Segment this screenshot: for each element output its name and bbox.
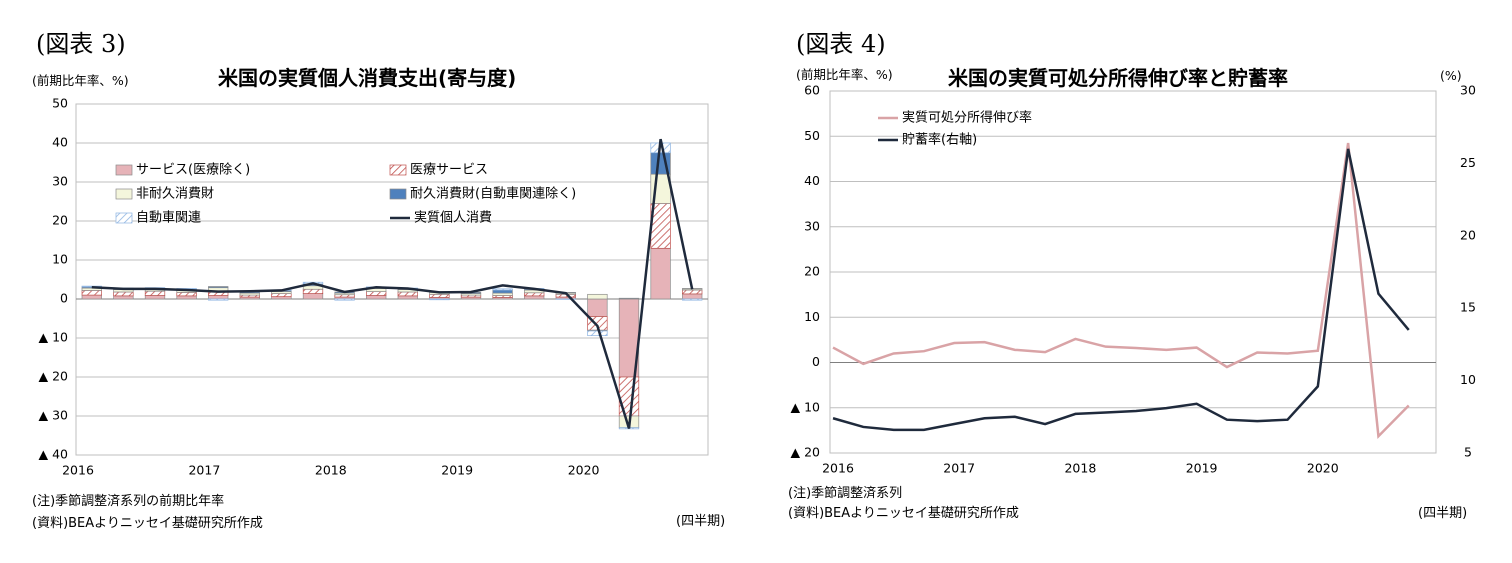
y-tick-label: 30 <box>804 218 820 233</box>
y-tick-label: 40 <box>52 135 68 150</box>
y-tick-label: 50 <box>804 128 820 143</box>
x-tick-label: 2017 <box>943 461 975 476</box>
legend-item: 非耐久消費財 <box>136 187 214 202</box>
fig3-note: (注)季節調整済系列の前期比年率 <box>32 494 225 509</box>
y-tick-label: ▲ 40 <box>39 447 69 462</box>
legend-item: サービス(医療除く) <box>136 163 250 178</box>
fig4-chart: 60 50 40 30 20 10 0 ▲ 10 ▲ 20 30 25 20 15 10 5 2016 2017… <box>791 83 1476 476</box>
x-tick-label: 2019 <box>441 463 473 478</box>
fig3-chart-title: 米国の実質個人消費支出(寄与度) <box>218 66 517 90</box>
legend-item: 医療サービス <box>410 163 488 178</box>
y-tick-label: 10 <box>52 252 68 267</box>
y2-tick-label: 20 <box>1460 227 1476 242</box>
legend-swatch <box>389 188 407 200</box>
bar-segment <box>208 298 229 301</box>
fig3-unit-label: (前期比年率、%) <box>32 73 129 88</box>
line-series-consumption <box>91 138 694 429</box>
fig4-label: (図表 4) <box>796 30 886 58</box>
plot-area <box>75 103 709 456</box>
bar-segment <box>618 297 640 300</box>
x-tick-label: 2019 <box>1186 461 1218 476</box>
bar-segment <box>429 298 450 301</box>
y2-tick-label: 5 <box>1464 445 1472 460</box>
y-tick-label: 20 <box>804 264 820 279</box>
y-tick-label: ▲ 20 <box>791 445 821 460</box>
y-tick-label: 20 <box>52 213 68 228</box>
y-tick-label: ▲ 10 <box>39 330 69 345</box>
line-series <box>832 142 1410 440</box>
y2-tick-label: 25 <box>1460 155 1476 170</box>
bar-segment <box>587 293 608 300</box>
bar-segment <box>208 286 229 289</box>
y-tick-label: 50 <box>52 96 68 111</box>
fig3-source: (資料)BEAよりニッセイ基礎研究所作成 <box>32 516 263 531</box>
x-tick-label: 2017 <box>188 463 220 478</box>
fig4-unit-left: (前期比年率、%) <box>796 67 893 82</box>
legend-item: 実質可処分所得伸び率 <box>902 110 1032 126</box>
bar-segment <box>682 298 703 301</box>
x-tick-label: 2020 <box>568 463 600 478</box>
line-series <box>832 148 1410 432</box>
y-tick-label: 60 <box>804 83 820 98</box>
y-tick-label: ▲ 10 <box>791 399 821 414</box>
fig4-unit-right: (%) <box>1440 68 1462 83</box>
fig4-chart-title: 米国の実質可処分所得伸び率と貯蓄率 <box>948 66 1288 90</box>
legend-swatch <box>115 188 133 200</box>
y-tick-label: 0 <box>60 291 68 306</box>
bar-segment <box>81 285 102 288</box>
legend-swatch <box>115 212 133 224</box>
x-tick-label: 2016 <box>822 461 854 476</box>
y2-tick-label: 15 <box>1460 300 1476 315</box>
legend-item: 実質個人消費 <box>414 210 492 226</box>
y-tick-label: ▲ 30 <box>39 408 69 423</box>
bar-segment <box>492 288 513 291</box>
legend-item: 自動車関連 <box>136 211 201 226</box>
y-tick-label: 0 <box>812 354 820 369</box>
legend-swatch <box>389 164 407 176</box>
fig4-source: (資料)BEAよりニッセイ基礎研究所作成 <box>788 506 1019 521</box>
legend-item: 耐久消費財(自動車関連除く) <box>410 187 576 202</box>
x-tick-label: 2018 <box>1064 461 1096 476</box>
legend-swatch <box>115 164 133 176</box>
y2-tick-label: 30 <box>1460 83 1476 98</box>
y-tick-label: 30 <box>52 174 68 189</box>
bar-segment <box>587 330 608 337</box>
legend-item: 貯蓄率(右軸) <box>902 132 977 148</box>
bar-segment <box>334 298 355 301</box>
fig4-note: (注)季節調整済系列 <box>788 486 903 501</box>
y-tick-label: ▲ 20 <box>39 369 69 384</box>
x-tick-label: 2020 <box>1307 461 1339 476</box>
y-tick-label: 40 <box>804 173 820 188</box>
y2-tick-label: 10 <box>1460 372 1476 387</box>
y-tick-label: 10 <box>804 309 820 324</box>
x-tick-label: 2016 <box>62 463 94 478</box>
fig4-period-label: (四半期) <box>1418 506 1468 521</box>
x-tick-label: 2018 <box>315 463 347 478</box>
fig3-label: (図表 3) <box>36 30 126 58</box>
fig3-period-label: (四半期) <box>676 514 726 529</box>
